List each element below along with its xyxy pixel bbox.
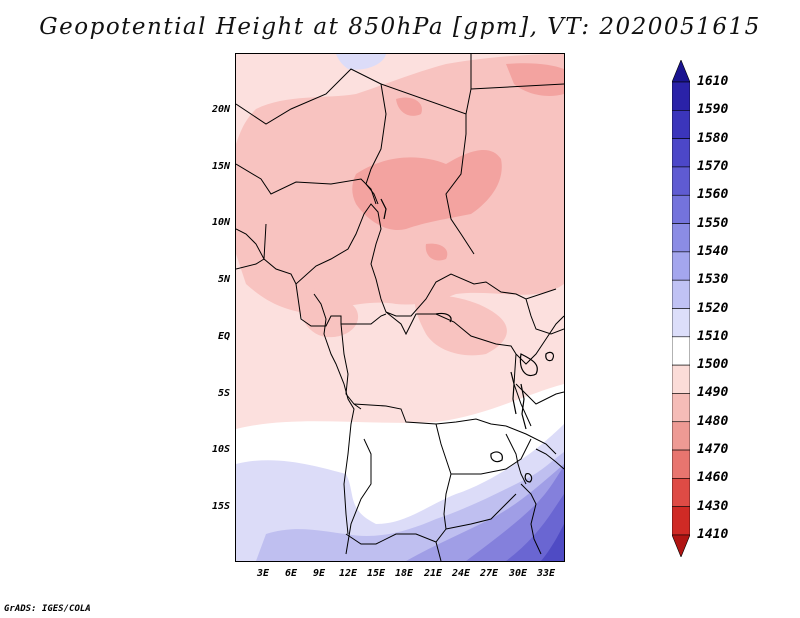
colorbar-swatch (672, 166, 690, 196)
lon-label-9e: 9E (312, 568, 326, 579)
colorbar-swatch (672, 223, 690, 253)
lon-label-30e: 30E (508, 568, 528, 579)
lat-label-20n: 20N (211, 104, 230, 115)
coastline (236, 228, 564, 555)
lat-label-15s: 15S (211, 501, 230, 512)
lon-label-33e: 33E (536, 568, 556, 579)
colorbar-label: 1410 (697, 527, 729, 542)
colorbar-label: 1570 (697, 158, 729, 174)
colorbar-swatch (672, 81, 690, 111)
lon-label-15e: 15E (366, 568, 386, 579)
colorbar-swatch (672, 138, 690, 168)
colorbar-swatch (672, 534, 690, 557)
colorbar-swatch (672, 393, 690, 423)
colorbar-swatch (672, 194, 690, 224)
colorbar-swatch (672, 506, 690, 536)
colorbar-label: 1500 (697, 357, 729, 373)
country-borders (236, 54, 564, 561)
colorbar-label: 1460 (697, 470, 729, 486)
field-1560-zone (506, 494, 564, 561)
lon-label-12e: 12E (338, 568, 358, 579)
lakes (380, 198, 555, 483)
colorbar-swatch (672, 308, 690, 338)
field-1480-northeast (506, 63, 564, 96)
colorbar-label: 1520 (697, 300, 729, 316)
colorbar-label: 1610 (697, 74, 729, 89)
colorbar-swatch (672, 478, 690, 507)
colorbar-swatch (672, 60, 690, 83)
lon-label-21e: 21E (423, 568, 443, 579)
lon-label-3e: 3E (256, 568, 270, 579)
colorbar-label: 1590 (697, 102, 729, 118)
lon-label-24e: 24E (451, 568, 471, 579)
colorbar-swatch (672, 449, 690, 479)
colorbar-swatch (672, 110, 690, 139)
field-1480-central (425, 243, 448, 261)
colorbar-label: 1530 (697, 272, 729, 288)
colorbar-label: 1470 (697, 442, 729, 458)
field-1480-core (352, 149, 502, 230)
lon-label-27e: 27E (479, 568, 499, 579)
lon-label-6e: 6E (284, 568, 298, 579)
lat-label-eq: EQ (217, 331, 230, 342)
colorbar-swatch (672, 251, 690, 281)
height-field-map (236, 54, 564, 561)
field-1570-zone (541, 524, 564, 561)
lon-label-18e: 18E (394, 568, 414, 579)
lat-label-10s: 10S (211, 444, 230, 455)
colorbar-label: 1580 (697, 130, 729, 146)
colorbar-label: 1550 (697, 215, 729, 231)
field-1520-north-patch (336, 54, 386, 70)
lat-label-5s: 5S (217, 388, 230, 399)
lat-label-10n: 10N (211, 217, 230, 228)
colorbar-label: 1490 (697, 385, 729, 401)
colorbar-label: 1480 (697, 413, 729, 429)
map-panel (235, 53, 565, 562)
colorbar-swatch (672, 421, 690, 451)
field-1480-north (396, 97, 422, 116)
colorbar-label: 1560 (697, 187, 729, 203)
lat-label-15n: 15N (211, 161, 230, 172)
lat-label-5n: 5N (217, 274, 230, 285)
grads-credit: GrADS: IGES/COLA (4, 604, 91, 614)
colorbar-label: 1540 (697, 243, 729, 259)
colorbar (672, 60, 690, 557)
colorbar-swatch (672, 279, 690, 309)
chart-title: Geopotential Height at 850hPa [gpm], VT:… (39, 14, 761, 40)
colorbar-swatch (672, 336, 690, 366)
colorbar-swatch (672, 364, 690, 394)
colorbar-label: 1510 (697, 328, 729, 344)
colorbar-label: 1430 (697, 498, 729, 514)
